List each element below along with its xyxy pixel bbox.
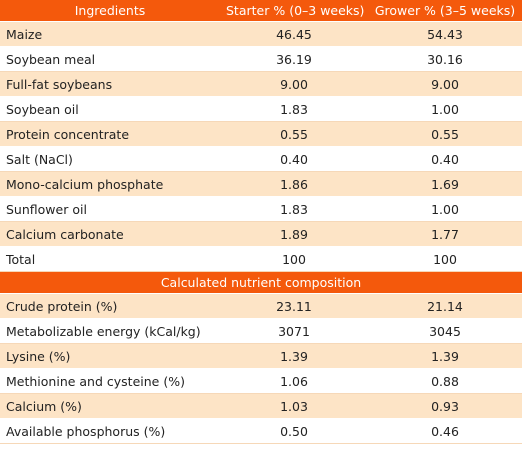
value-cell: 1.77 [368,221,522,247]
table-row: Salt (NaCl) 0.40 0.40 [0,146,522,172]
value-cell: 0.55 [220,121,368,147]
label-cell: Crude protein (%) [0,293,220,319]
value-cell: 0.55 [368,121,522,147]
label-cell: Methionine and cysteine (%) [0,368,220,394]
label-cell: Soybean meal [0,46,220,72]
value-cell: 46.45 [220,21,368,47]
value-cell: 3071 [220,318,368,344]
table-row: Sunflower oil 1.83 1.00 [0,196,522,222]
value-cell: 36.19 [220,46,368,72]
value-cell: 1.39 [368,343,522,369]
table-row: Methionine and cysteine (%) 1.06 0.88 [0,368,522,394]
table-row: Available phosphorus (%) 0.50 0.46 [0,418,522,444]
value-cell: 0.46 [368,418,522,444]
value-cell: 0.40 [368,146,522,172]
header-cell: Grower % (3–5 weeks) [368,0,522,22]
table-row: Soybean meal 36.19 30.16 [0,46,522,72]
value-cell: 3045 [368,318,522,344]
label-cell: Sunflower oil [0,196,220,222]
label-cell: Calcium carbonate [0,221,220,247]
value-cell: 0.40 [220,146,368,172]
value-cell: 0.93 [368,393,522,419]
label-cell: Calcium (%) [0,393,220,419]
value-cell: 54.43 [368,21,522,47]
table-row: Mono-calcium phosphate 1.86 1.69 [0,171,522,197]
label-cell: Available phosphorus (%) [0,418,220,444]
label-cell: Mono-calcium phosphate [0,171,220,197]
label-cell: Metabolizable energy (kCal/kg) [0,318,220,344]
value-cell: 0.50 [220,418,368,444]
value-cell: 0.88 [368,368,522,394]
value-cell: 1.69 [368,171,522,197]
table-row: Protein concentrate 0.55 0.55 [0,121,522,147]
section-header-row: Calculated nutrient composition [0,271,522,294]
value-cell: 21.14 [368,293,522,319]
label-cell: Maize [0,21,220,47]
table-row: Total 100 100 [0,246,522,272]
table-row: Calcium carbonate 1.89 1.77 [0,221,522,247]
value-cell: 1.83 [220,96,368,122]
table-row: Calcium (%) 1.03 0.93 [0,393,522,419]
value-cell: 1.00 [368,96,522,122]
label-cell: Full-fat soybeans [0,71,220,97]
table-row: Crude protein (%) 23.11 21.14 [0,293,522,319]
header-cell: Ingredients [0,0,220,22]
value-cell: 100 [368,246,522,272]
value-cell: 30.16 [368,46,522,72]
label-cell: Salt (NaCl) [0,146,220,172]
table-row: Lysine (%) 1.39 1.39 [0,343,522,369]
nutrient-table: Ingredients Starter % (0–3 weeks) Grower %… [0,0,522,444]
value-cell: 1.39 [220,343,368,369]
section-header: Calculated nutrient composition [0,271,522,294]
value-cell: 1.83 [220,196,368,222]
label-cell: Soybean oil [0,96,220,122]
value-cell: 1.03 [220,393,368,419]
table-row: Metabolizable energy (kCal/kg) 3071 3045 [0,318,522,344]
table-row: Soybean oil 1.83 1.00 [0,96,522,122]
label-cell: Protein concentrate [0,121,220,147]
value-cell: 23.11 [220,293,368,319]
value-cell: 1.89 [220,221,368,247]
header-cell: Starter % (0–3 weeks) [220,0,368,22]
value-cell: 1.00 [368,196,522,222]
table-body: Ingredients Starter % (0–3 weeks) Grower %… [0,0,522,444]
value-cell: 9.00 [368,71,522,97]
table-row: Maize 46.45 54.43 [0,21,522,47]
label-cell: Total [0,246,220,272]
table-row: Full-fat soybeans 9.00 9.00 [0,71,522,97]
value-cell: 1.06 [220,368,368,394]
value-cell: 1.86 [220,171,368,197]
label-cell: Lysine (%) [0,343,220,369]
header-row: Ingredients Starter % (0–3 weeks) Grower %… [0,0,522,22]
value-cell: 100 [220,246,368,272]
value-cell: 9.00 [220,71,368,97]
